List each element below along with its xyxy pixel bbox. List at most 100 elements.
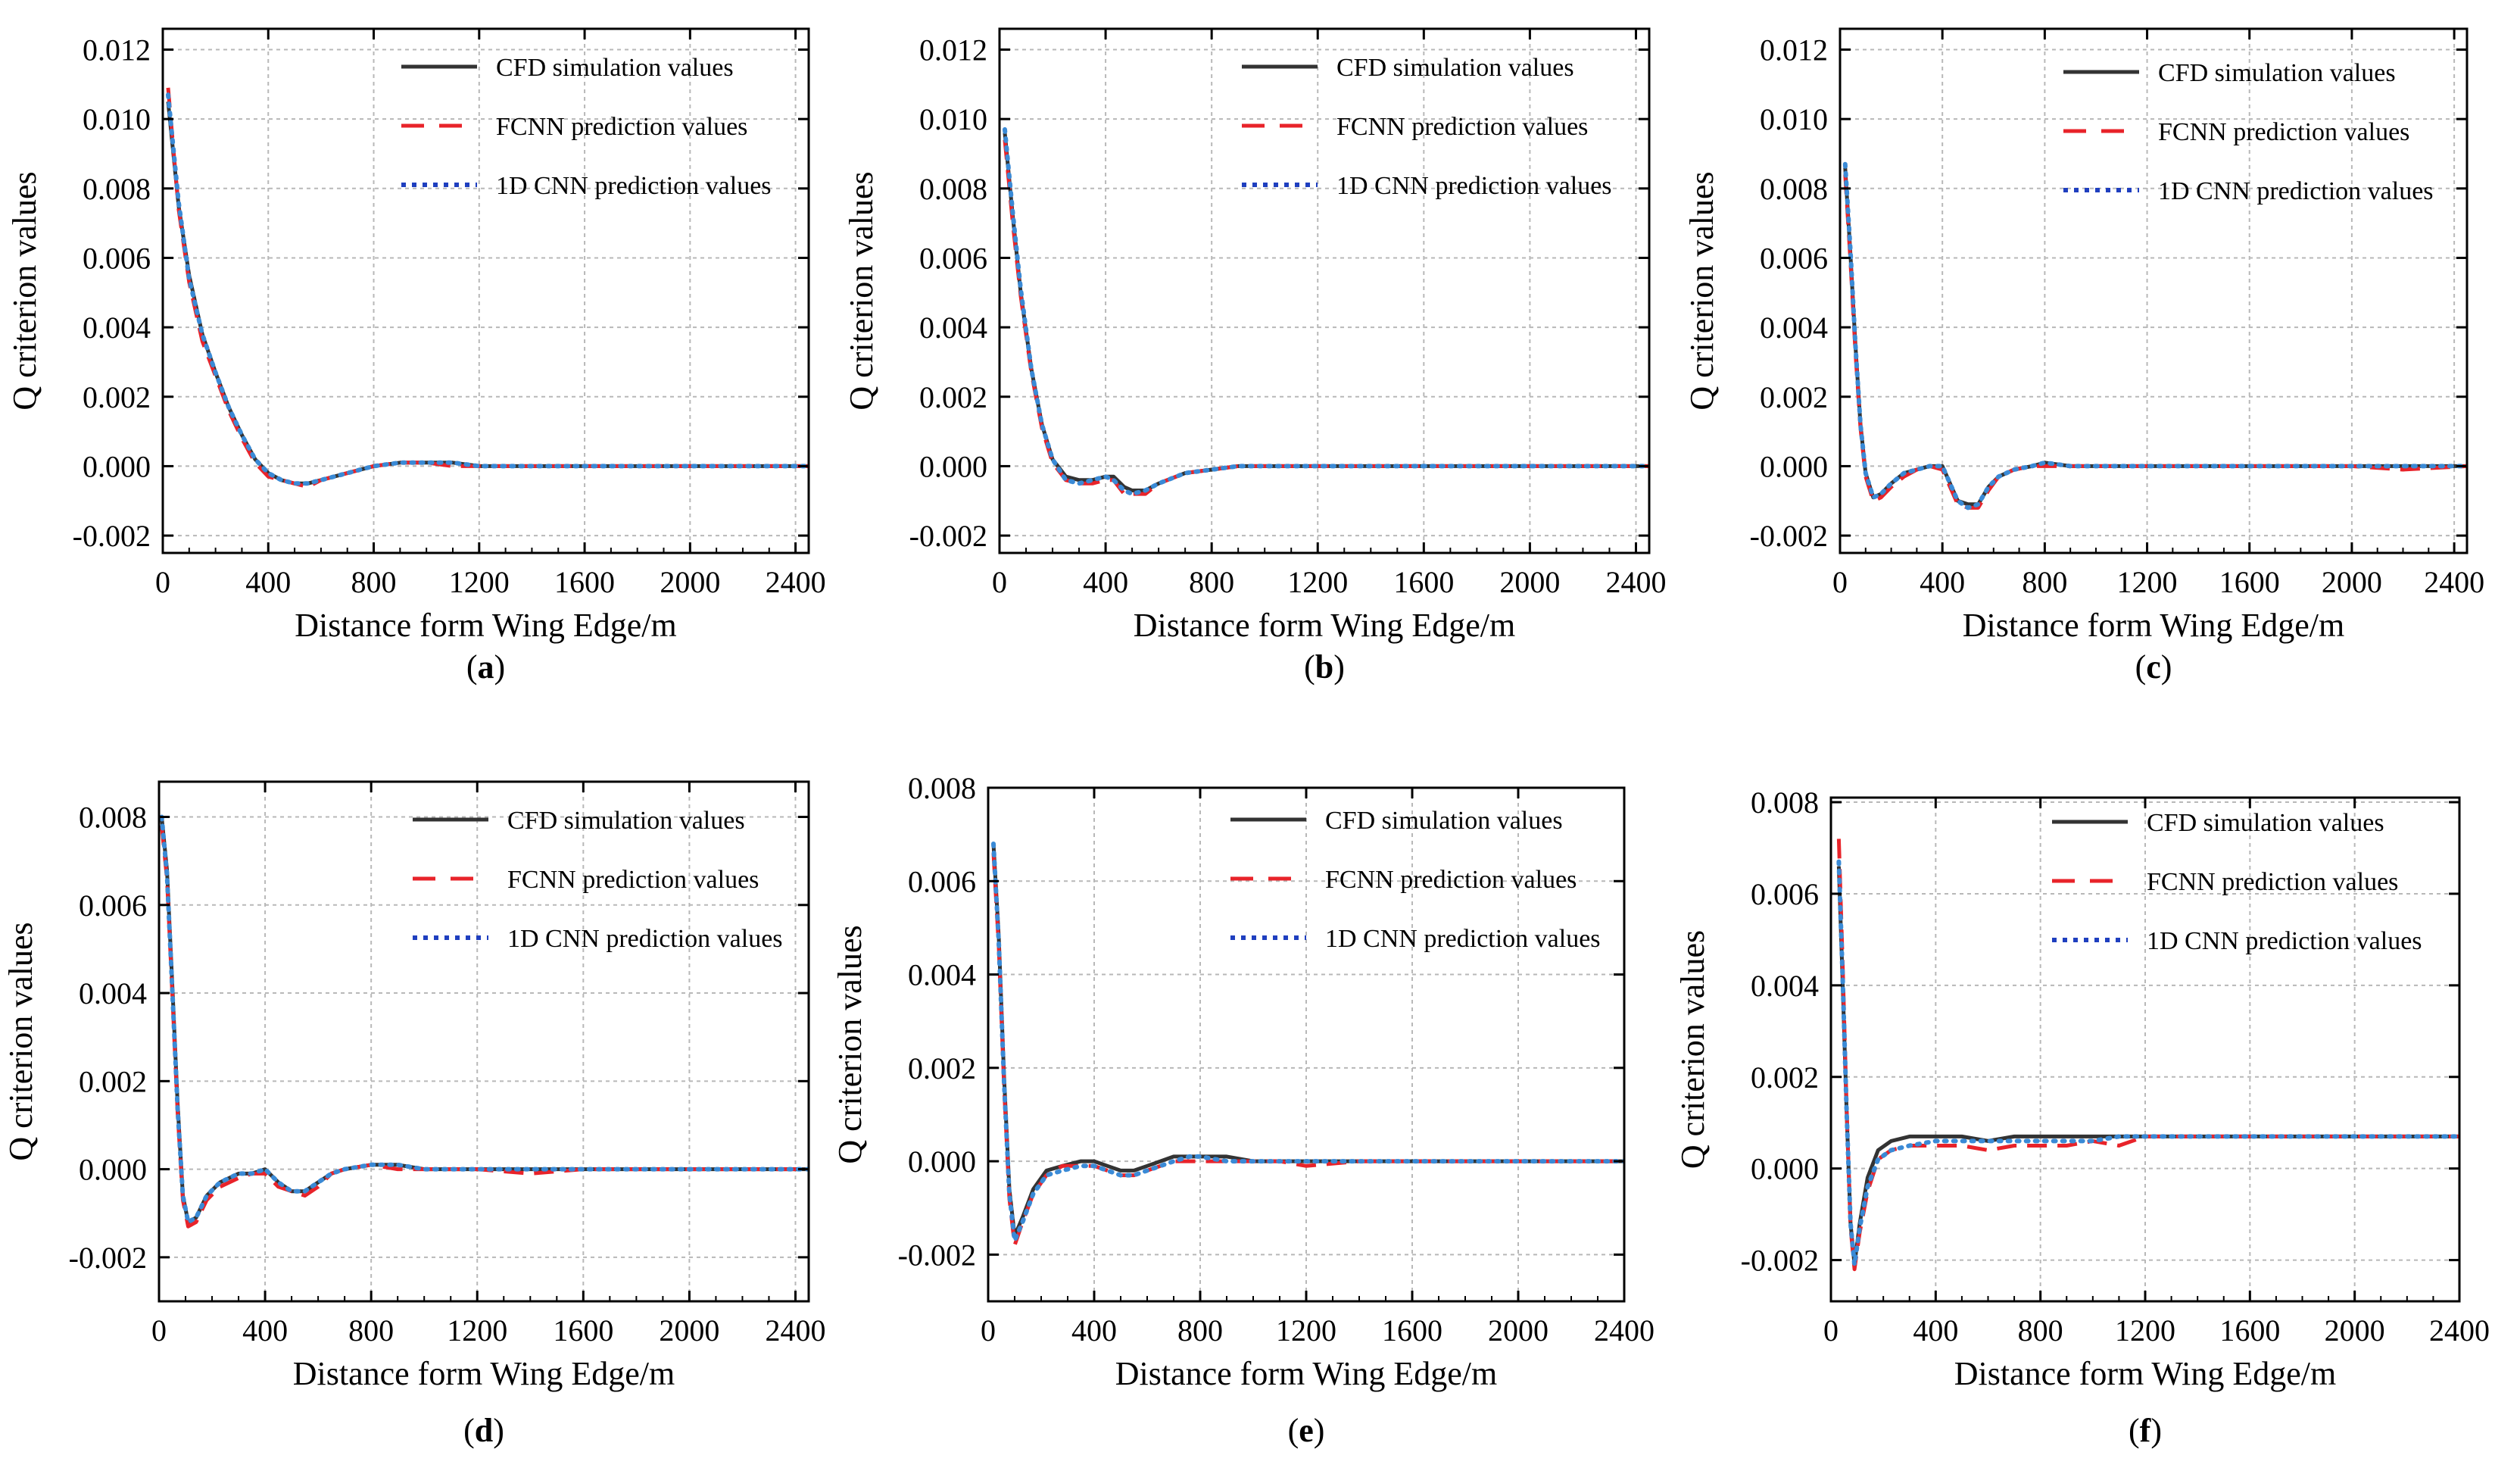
legend-label-fcnn: FCNN prediction values bbox=[507, 866, 759, 894]
x-tick-label: 0 bbox=[151, 1313, 167, 1348]
x-tick-label: 1600 bbox=[2219, 1313, 2280, 1348]
cfd-series-line bbox=[1843, 167, 2467, 507]
x-tick-label: 0 bbox=[1832, 565, 1848, 599]
x-tick-label: 2400 bbox=[1594, 1313, 1655, 1348]
y-tick-label: 0.004 bbox=[919, 311, 987, 345]
grid-lines bbox=[1839, 29, 2467, 553]
panel-label: (a) bbox=[466, 648, 505, 685]
legend: CFD simulation values FCNN prediction val… bbox=[401, 54, 772, 200]
x-tick-label: 1200 bbox=[2117, 565, 2178, 599]
y-tick-label: -0.002 bbox=[73, 519, 151, 553]
x-tick-label: 400 bbox=[1913, 1313, 1958, 1348]
x-tick-label: 2400 bbox=[766, 565, 826, 599]
y-tick-label: 0.000 bbox=[908, 1145, 976, 1179]
x-tick-label: 1600 bbox=[1393, 565, 1454, 599]
x-tick-label: 0 bbox=[992, 565, 1007, 599]
y-tick-label: 0.004 bbox=[908, 958, 976, 992]
y-tick-label: 0.006 bbox=[79, 888, 147, 923]
y-tick-label: 0.002 bbox=[1751, 1060, 1819, 1095]
x-tick-label: 1200 bbox=[1287, 565, 1348, 599]
y-tick-label: 0.004 bbox=[83, 311, 151, 345]
legend-label-fcnn: FCNN prediction values bbox=[1336, 113, 1588, 141]
chart-panel-c: 0 400 800 1200 1600 2000 2400 -0.002 0.000 0.002 0… bbox=[1683, 27, 2484, 685]
y-tick-label: 0.000 bbox=[919, 449, 987, 483]
y-tick-label: 0.008 bbox=[79, 801, 147, 835]
x-tick-label: 800 bbox=[2022, 565, 2067, 599]
legend-label-cfd: CFD simulation values bbox=[2158, 59, 2396, 87]
x-tick-label: 800 bbox=[1177, 1313, 1223, 1348]
x-tick-label: 400 bbox=[1071, 1313, 1117, 1348]
x-axis-title: Distance form Wing Edge/m bbox=[293, 1355, 675, 1392]
grid-lines bbox=[158, 782, 809, 1301]
chart-panel-a: 0 400 800 1200 1600 2000 2400 -0.002 0.000 0.002 0… bbox=[6, 27, 826, 685]
x-tick-label: 1200 bbox=[2115, 1313, 2175, 1348]
cfd-series-line bbox=[991, 843, 1624, 1238]
legend-label-fcnn: FCNN prediction values bbox=[496, 113, 747, 141]
y-tick-label: -0.002 bbox=[1741, 1244, 1819, 1278]
y-tick-label: 0.012 bbox=[919, 33, 987, 67]
chart-panel-f: 0 400 800 1200 1600 2000 2400 -0.002 0.000 0.002 0… bbox=[1674, 785, 2490, 1449]
y-tick-label: 0.002 bbox=[919, 380, 987, 414]
y-tick-label: -0.002 bbox=[909, 519, 987, 553]
x-tick-label: 0 bbox=[1823, 1313, 1839, 1348]
x-tick-label: 2000 bbox=[1499, 565, 1560, 599]
x-tick-label: 1200 bbox=[447, 1313, 507, 1348]
legend: CFD simulation values FCNN prediction val… bbox=[413, 807, 783, 953]
y-tick-label: 0.004 bbox=[79, 976, 147, 1010]
legend-label-cfd: CFD simulation values bbox=[2147, 809, 2384, 837]
panel-label: (c) bbox=[2135, 648, 2172, 685]
fcnn-series-line bbox=[991, 853, 1624, 1248]
y-tick-label: 0.010 bbox=[919, 102, 987, 136]
y-axis-title: Q criterion values bbox=[2, 922, 39, 1160]
x-tick-label: 2400 bbox=[2424, 565, 2484, 599]
y-tick-label: 0.000 bbox=[79, 1153, 147, 1187]
y-axis-title: Q criterion values bbox=[6, 171, 43, 410]
legend-label-cnn: 1D CNN prediction values bbox=[2158, 177, 2434, 205]
x-tick-label: 800 bbox=[348, 1313, 394, 1348]
y-tick-label: 0.006 bbox=[1760, 241, 1828, 275]
y-tick-label: -0.002 bbox=[1750, 519, 1828, 553]
x-tick-label: 1600 bbox=[2219, 565, 2280, 599]
x-axis-title: Distance form Wing Edge/m bbox=[1115, 1355, 1498, 1392]
panel-label: (e) bbox=[1288, 1412, 1325, 1449]
legend-label-fcnn: FCNN prediction values bbox=[2158, 118, 2409, 146]
x-tick-label: 1600 bbox=[553, 1313, 613, 1348]
x-tick-label: 2000 bbox=[1488, 1313, 1548, 1348]
x-tick-label: 800 bbox=[2018, 1313, 2063, 1348]
y-tick-label: 0.008 bbox=[919, 172, 987, 206]
y-tick-label: 0.004 bbox=[1760, 311, 1828, 345]
chart-panel-d: 0 400 800 1200 1600 2000 2400 -0.002 0.000 0.002 0… bbox=[2, 780, 825, 1449]
x-tick-label: 0 bbox=[155, 565, 170, 599]
x-tick-label: 1600 bbox=[554, 565, 615, 599]
y-axis-title: Q criterion values bbox=[843, 171, 880, 410]
y-tick-label: 0.000 bbox=[1751, 1152, 1819, 1186]
y-tick-label: -0.002 bbox=[69, 1241, 147, 1275]
legend-label-fcnn: FCNN prediction values bbox=[1325, 866, 1577, 894]
cnn-series-line bbox=[1003, 126, 1649, 497]
y-tick-label: 0.010 bbox=[1760, 102, 1828, 136]
y-tick-label: 0.000 bbox=[1760, 449, 1828, 483]
x-tick-label: 400 bbox=[242, 1313, 288, 1348]
legend-label-cnn: 1D CNN prediction values bbox=[1336, 172, 1612, 200]
y-tick-label: 0.006 bbox=[1751, 877, 1819, 911]
y-tick-label: 0.008 bbox=[1760, 172, 1828, 206]
y-tick-label: 0.002 bbox=[1760, 380, 1828, 414]
x-axis-title: Distance form Wing Edge/m bbox=[1963, 607, 2345, 644]
legend-label-cnn: 1D CNN prediction values bbox=[1325, 925, 1601, 953]
legend: CFD simulation values FCNN prediction val… bbox=[2063, 59, 2434, 205]
cfd-series-line bbox=[1836, 866, 2459, 1267]
y-tick-label: 0.006 bbox=[919, 241, 987, 275]
cnn-series-line bbox=[159, 814, 809, 1225]
cfd-series-line bbox=[166, 101, 809, 486]
fcnn-series-line bbox=[166, 87, 809, 489]
x-tick-label: 2400 bbox=[765, 1313, 825, 1348]
y-tick-label: 0.008 bbox=[83, 172, 151, 206]
plot-frame bbox=[158, 780, 810, 1303]
grid-lines bbox=[987, 787, 1625, 1301]
x-axis-title: Distance form Wing Edge/m bbox=[295, 607, 677, 644]
y-tick-label: 0.010 bbox=[83, 102, 151, 136]
y-tick-label: 0.004 bbox=[1751, 969, 1819, 1003]
x-tick-label: 400 bbox=[245, 565, 291, 599]
legend: CFD simulation values FCNN prediction val… bbox=[2052, 809, 2422, 955]
